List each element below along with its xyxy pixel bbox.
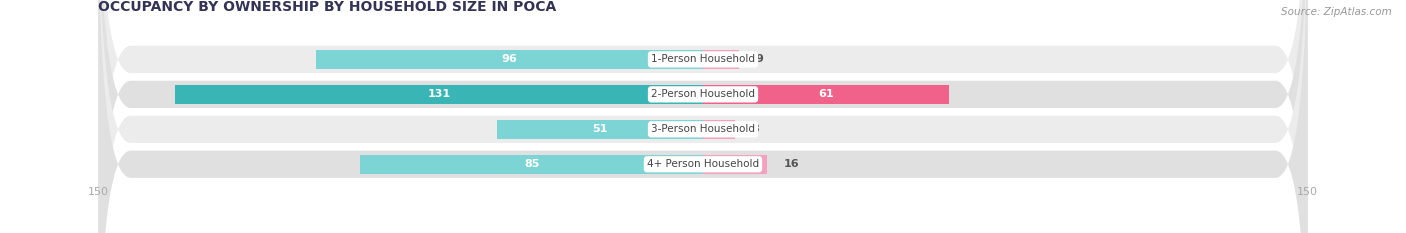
Bar [498,120,703,139]
FancyBboxPatch shape [98,0,1308,233]
FancyBboxPatch shape [98,0,1308,233]
Bar [703,85,949,104]
Text: 3-Person Household: 3-Person Household [651,124,755,134]
Text: 51: 51 [592,124,607,134]
Text: 8: 8 [751,124,759,134]
Text: 1-Person Household: 1-Person Household [651,55,755,64]
Bar [360,155,703,174]
Text: Source: ZipAtlas.com: Source: ZipAtlas.com [1281,7,1392,17]
Text: 131: 131 [427,89,450,99]
Bar [174,85,703,104]
Bar [703,120,735,139]
Text: OCCUPANCY BY OWNERSHIP BY HOUSEHOLD SIZE IN POCA: OCCUPANCY BY OWNERSHIP BY HOUSEHOLD SIZE… [98,0,557,14]
FancyBboxPatch shape [98,0,1308,233]
Legend: Owner-occupied, Renter-occupied: Owner-occupied, Renter-occupied [585,230,821,233]
Text: 2-Person Household: 2-Person Household [651,89,755,99]
Text: 16: 16 [783,159,799,169]
FancyBboxPatch shape [98,0,1308,233]
Text: 85: 85 [524,159,540,169]
Text: 9: 9 [755,55,763,64]
Text: 4+ Person Household: 4+ Person Household [647,159,759,169]
Bar [316,50,703,69]
Bar [703,50,740,69]
Bar [703,155,768,174]
Text: 61: 61 [818,89,834,99]
Text: 96: 96 [502,55,517,64]
